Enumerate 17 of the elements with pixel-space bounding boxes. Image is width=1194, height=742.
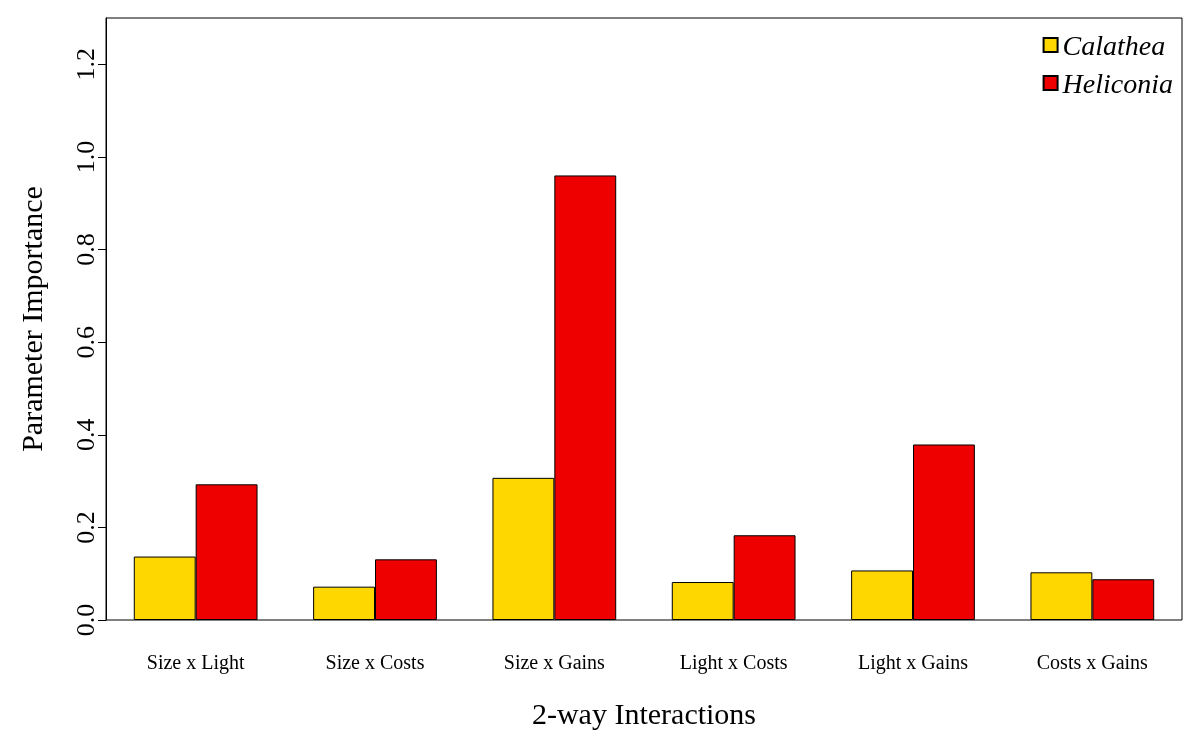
legend-label: Calathea [1062,29,1166,61]
x-axis-title: 2-way Interactions [531,696,757,730]
x-tick-label: Size x Gains [503,651,606,673]
y-tick-label: 0.6 [70,325,100,359]
legend-label: Heliconia [1061,67,1174,99]
y-tick-label: 0.2 [70,511,100,544]
x-tick-label: Size x Light [146,651,245,674]
x-tick-label: Costs x Gains [1036,651,1149,673]
x-tick-label: Light x Costs [679,651,788,674]
y-axis-title: Parameter Importance [14,186,48,452]
y-tick-label: 1.2 [70,48,100,81]
y-tick-label: 0.8 [70,233,100,266]
y-tick-label: 0.0 [70,603,100,637]
y-tick-label: 0.4 [70,418,100,452]
y-tick-label: 1.0 [70,140,100,174]
x-tick-label: Size x Costs [325,651,425,673]
x-tick-label: Light x Gains [858,651,969,674]
